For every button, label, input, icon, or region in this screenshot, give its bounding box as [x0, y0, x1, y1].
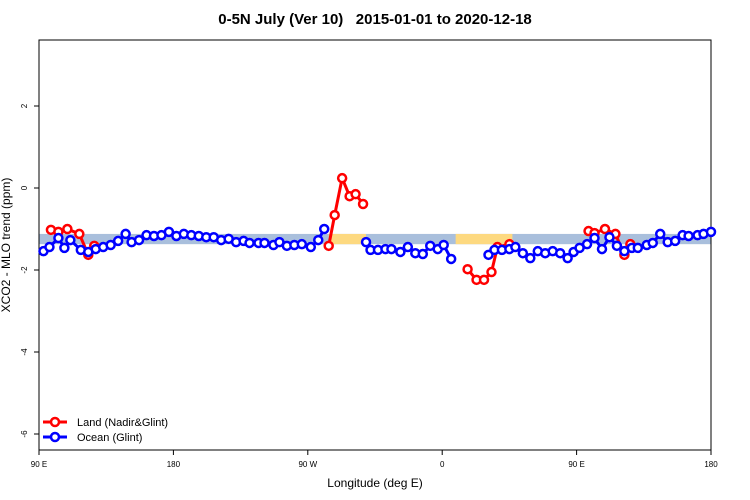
data-point: [554, 247, 566, 259]
y-tick-label: -6: [20, 430, 29, 438]
data-point: [350, 188, 361, 200]
band-highlight: [455, 233, 513, 245]
data-point: [323, 240, 334, 252]
data-point: [478, 274, 490, 286]
data-point: [360, 236, 372, 248]
data-point: [647, 237, 659, 249]
legend-marker: [49, 416, 61, 428]
x-tick-label: 90 E: [31, 460, 47, 469]
data-point: [120, 228, 131, 240]
legend-label: Land (Nadir&Glint): [77, 417, 168, 429]
x-axis-label: Longitude (deg E): [327, 476, 422, 490]
data-point: [417, 248, 429, 260]
data-point: [53, 232, 64, 244]
data-point: [589, 232, 600, 244]
y-tick-label: -2: [20, 266, 29, 274]
data-point: [510, 241, 521, 253]
data-point: [683, 230, 694, 242]
data-point: [112, 235, 124, 247]
data-point: [163, 226, 175, 238]
x-tick-label: 180: [704, 460, 718, 469]
data-point: [395, 246, 406, 258]
data-point: [517, 247, 529, 259]
legend-label: Ocean (Glint): [77, 432, 142, 444]
data-point: [581, 238, 593, 250]
data-point: [259, 237, 270, 249]
data-point: [59, 242, 70, 254]
data-point: [329, 209, 340, 221]
data-point: [611, 240, 623, 252]
data-point: [599, 223, 611, 235]
x-tick-label: 180: [167, 460, 181, 469]
band-highlight: [328, 233, 367, 245]
data-point: [318, 223, 330, 235]
data-point: [402, 241, 414, 253]
data-point: [462, 263, 473, 275]
data-point: [445, 253, 457, 265]
data-point: [604, 231, 615, 243]
data-point: [133, 234, 145, 246]
data-point: [244, 237, 255, 249]
legend-marker: [49, 431, 61, 443]
data-point: [654, 228, 666, 240]
data-point: [562, 252, 573, 264]
data-point: [669, 235, 681, 247]
y-tick-label: -4: [20, 348, 29, 356]
y-tick-label: 2: [20, 103, 29, 108]
data-point: [105, 239, 116, 251]
data-point: [596, 243, 608, 255]
reference-band: [39, 233, 711, 245]
x-tick-label: 90 E: [568, 460, 584, 469]
data-point: [296, 238, 308, 250]
data-point: [632, 242, 644, 254]
data-point: [65, 234, 76, 246]
x-tick-label: 90 W: [298, 460, 317, 469]
data-point: [313, 234, 324, 246]
y-tick-label: 0: [20, 185, 29, 190]
data-point: [357, 198, 369, 210]
data-point: [336, 172, 348, 184]
data-point: [486, 266, 497, 278]
x-tick-label: 0: [440, 460, 445, 469]
data-point: [62, 223, 73, 235]
y-axis-label: XCO2 - MLO trend (ppm): [0, 178, 13, 313]
chart-title: 0-5N July (Ver 10) 2015-01-01 to 2020-12…: [218, 11, 532, 28]
plot-frame: [38, 39, 712, 451]
data-point: [438, 239, 449, 251]
data-point: [305, 241, 317, 253]
data-point: [705, 226, 717, 238]
data-point: [44, 241, 55, 253]
data-point: [525, 252, 536, 264]
data-point: [386, 243, 397, 255]
data-point: [74, 228, 85, 240]
